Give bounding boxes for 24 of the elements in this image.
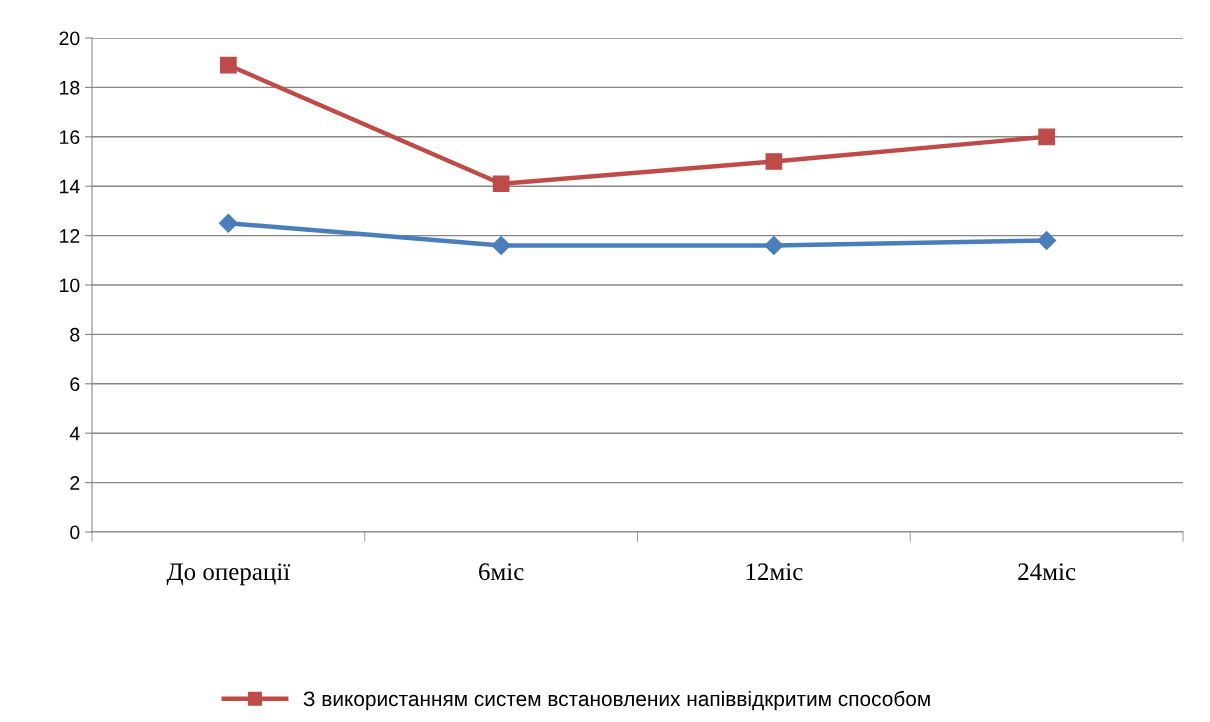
y-tick-label: 20 [59,31,80,46]
x-tick-label: 6міс [479,563,524,581]
x-tick-label: До операції [166,563,291,586]
y-tick-label: 12 [60,229,80,243]
point [764,235,784,256]
x-tick-label: 12міс [746,563,803,581]
point [491,235,511,256]
y-tick-label: 14 [60,179,80,194]
point [220,56,237,74]
y-tick-label: 6 [70,377,80,392]
y-tick-label: 0 [70,525,80,540]
y-tick-label: 18 [60,80,80,95]
legend-label: З використанням систем встановлених напіввідкритим способом [303,690,930,711]
y-tick-label: 8 [70,327,80,342]
y-tick-label: 10 [60,278,80,293]
point [1038,128,1055,146]
x-tick-label: 24міс [1018,563,1076,581]
point [1037,231,1057,251]
y-tick-label: 2 [70,476,80,490]
point [218,213,238,233]
point [492,175,510,193]
point [765,153,783,170]
y-tick-label: 16 [60,130,80,145]
y-tick-label: 4 [69,426,80,441]
